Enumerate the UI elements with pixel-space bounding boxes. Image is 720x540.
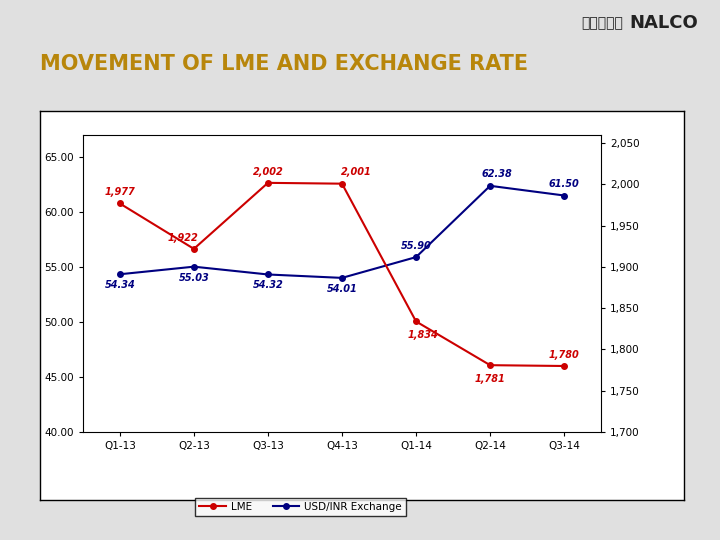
Legend: LME, USD/INR Exchange: LME, USD/INR Exchange [195, 497, 406, 516]
Text: 54.01: 54.01 [327, 284, 357, 294]
Text: 55.90: 55.90 [401, 241, 431, 251]
Text: 1,780: 1,780 [549, 350, 580, 360]
Text: 1,977: 1,977 [104, 187, 135, 197]
Text: 62.38: 62.38 [482, 170, 513, 179]
Text: 61.50: 61.50 [549, 179, 580, 189]
Text: MOVEMENT OF LME AND EXCHANGE RATE: MOVEMENT OF LME AND EXCHANGE RATE [40, 54, 528, 75]
Text: 1,781: 1,781 [474, 374, 505, 384]
Text: नालको: नालको [581, 16, 623, 30]
Text: 55.03: 55.03 [179, 273, 210, 282]
Text: 2,001: 2,001 [341, 167, 372, 177]
Text: 54.32: 54.32 [253, 280, 283, 291]
Text: 1,834: 1,834 [408, 330, 438, 340]
Text: 1,922: 1,922 [167, 233, 198, 242]
Text: NALCO: NALCO [630, 14, 698, 32]
Text: 54.34: 54.34 [104, 280, 135, 290]
Text: 2,002: 2,002 [253, 166, 283, 177]
